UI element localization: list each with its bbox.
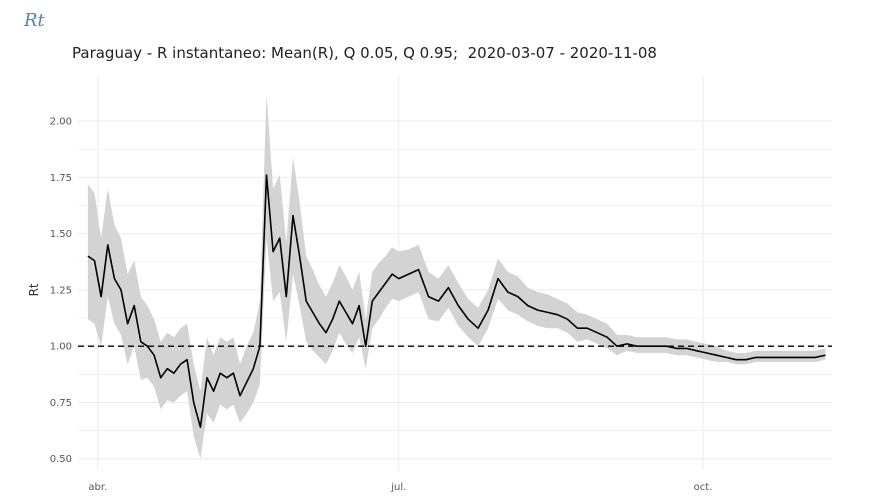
y-tick-label: 2.00 [50, 117, 72, 128]
y-tick-label: 1.25 [50, 285, 72, 296]
rt-header-label: Rt [24, 10, 45, 31]
x-tick-label: abr. [88, 482, 107, 493]
y-tick-label: 0.50 [50, 454, 72, 465]
y-axis-ticks: 0.50 0.75 1.00 1.25 1.50 1.75 2.00 [50, 117, 72, 466]
y-axis-label: Rt [27, 283, 41, 296]
y-tick-label: 1.00 [50, 342, 72, 353]
y-tick-label: 0.75 [50, 398, 72, 409]
x-tick-label: oct. [694, 482, 713, 493]
x-tick-label: jul. [390, 482, 406, 493]
x-axis-ticks: abr. jul. oct. [88, 482, 712, 493]
chart-title: Paraguay - R instantaneo: Mean(R), Q 0.0… [72, 44, 657, 62]
q05-q95-band [87, 94, 826, 459]
mean-r-line [87, 174, 826, 429]
quantile-band [87, 94, 826, 459]
y-tick-label: 1.50 [50, 229, 72, 240]
mean-line [87, 174, 826, 429]
y-tick-label: 1.75 [50, 173, 72, 184]
